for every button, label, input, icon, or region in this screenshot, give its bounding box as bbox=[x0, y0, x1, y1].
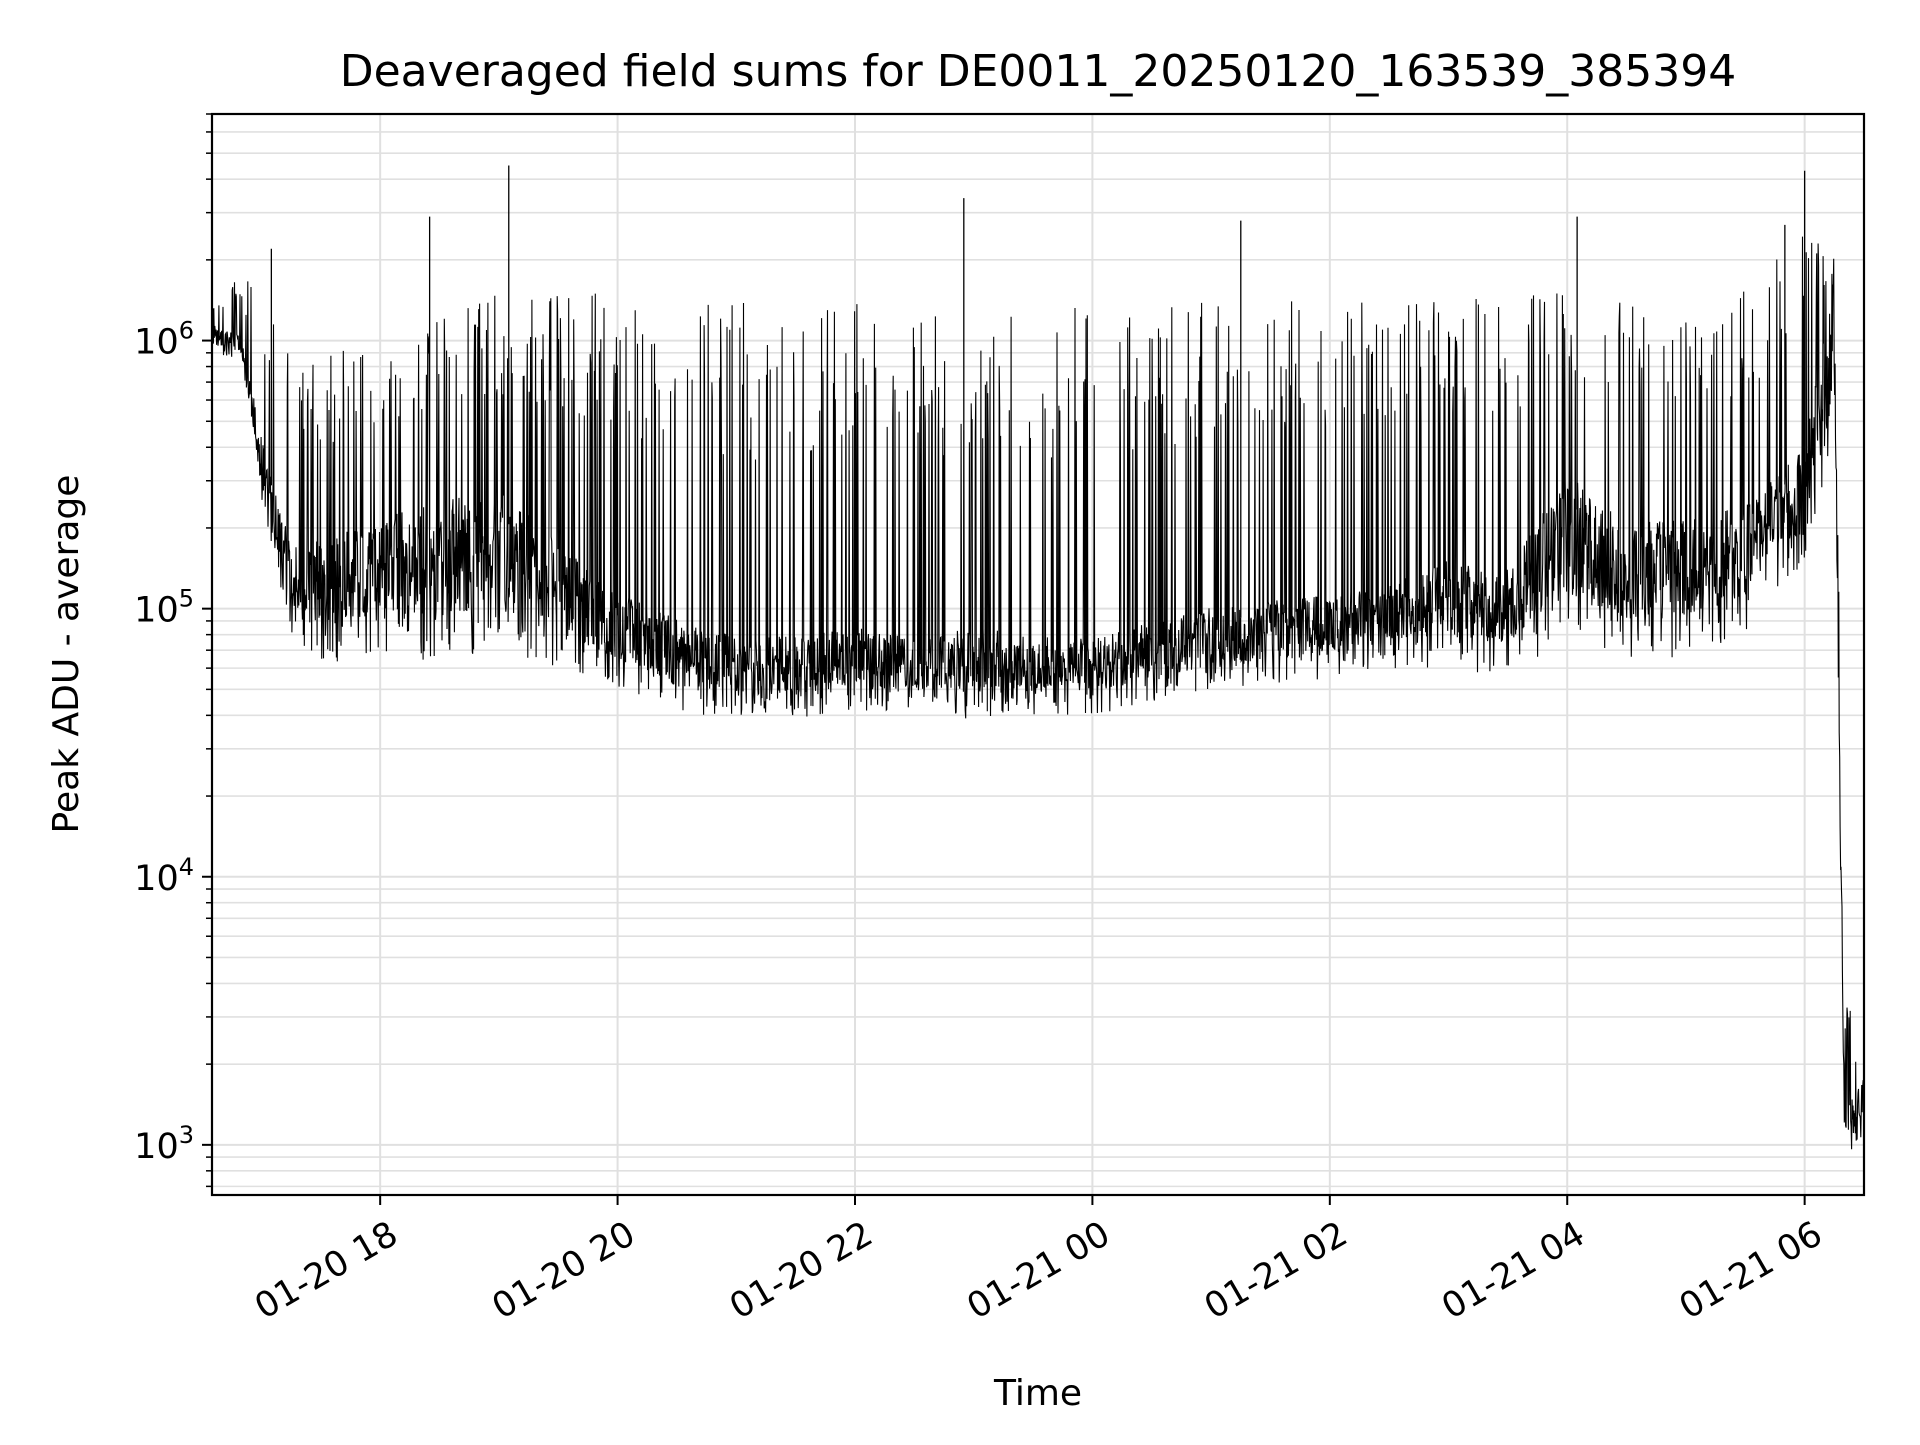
series-line bbox=[211, 236, 1865, 1150]
plot-frame bbox=[210, 112, 1866, 1197]
y-tick-label: 106 bbox=[134, 317, 194, 363]
y-tick-label: 105 bbox=[134, 585, 194, 631]
chart-title: Deaveraged field sums for DE0011_2025012… bbox=[340, 46, 1737, 97]
data-layer bbox=[211, 165, 1865, 1150]
y-axis-label: Peak ADU - average bbox=[46, 475, 87, 834]
y-tick-label: 103 bbox=[134, 1121, 194, 1167]
x-axis-label: Time bbox=[993, 1373, 1082, 1414]
y-tick-label: 104 bbox=[134, 853, 194, 899]
